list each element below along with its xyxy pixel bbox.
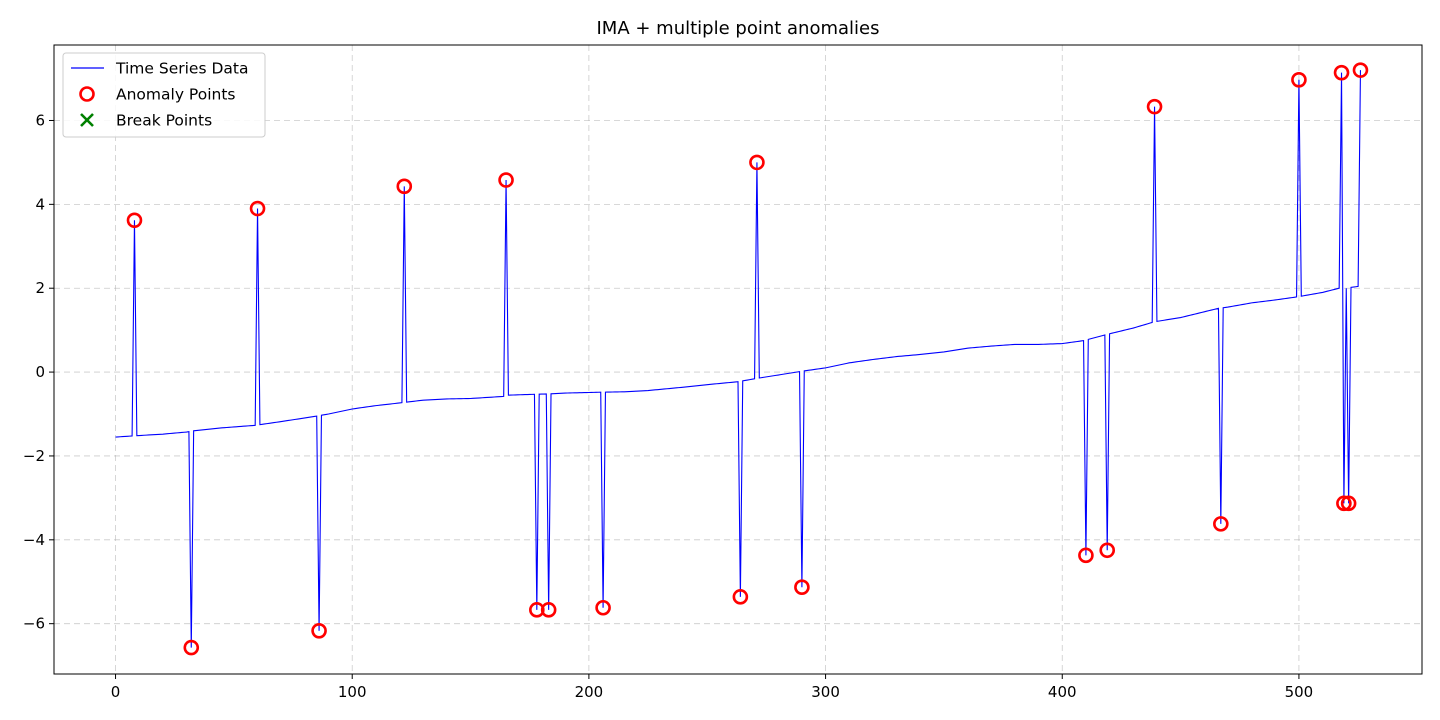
anomaly-point: [1146, 98, 1163, 115]
y-tick-label: 0: [35, 363, 45, 381]
x-stroke-b: [80, 113, 94, 127]
anomaly-point: [396, 178, 413, 195]
plot-frame: [53, 44, 1423, 675]
legend-label: Anomaly Points: [116, 86, 235, 104]
anomaly-point: [498, 172, 514, 188]
legend-circle-swatch: [79, 86, 95, 102]
x-tick-label: 100: [338, 683, 367, 701]
y-tick-label: −4: [23, 531, 45, 549]
anomaly-point: [311, 623, 327, 639]
x-tick-label: 300: [811, 683, 840, 701]
anomaly-point: [183, 639, 200, 656]
legend-box: [62, 52, 266, 138]
axis-ticks: 0 100 200 300 400 500 −6 −4 −2 0 2 4 6: [23, 111, 1313, 701]
anomaly-point: [595, 599, 611, 616]
legend-label: Break Points: [116, 112, 212, 130]
time-series-line: [115, 70, 1362, 648]
anomaly-layer: [126, 62, 1369, 656]
legend: Time Series Data Anomaly Points Break Poin…: [62, 52, 266, 138]
y-tick-label: 6: [35, 111, 45, 129]
time-series-layer: [115, 70, 1362, 648]
y-tick-label: −2: [23, 447, 45, 465]
x-tick-label: 200: [575, 683, 604, 701]
anomaly-point: [1291, 72, 1307, 88]
anomaly-point: [1099, 542, 1116, 559]
anomaly-point: [1340, 495, 1357, 512]
anomaly-point: [749, 154, 765, 171]
anomaly-point: [732, 589, 749, 605]
y-tick-label: 2: [35, 279, 45, 297]
chart-title: IMA + multiple point anomalies: [597, 18, 880, 39]
anomaly-point: [126, 212, 143, 229]
anomaly-point: [540, 602, 557, 618]
anomaly-point: [1336, 495, 1352, 512]
grid: [54, 45, 1422, 674]
anomaly-point: [1078, 547, 1094, 564]
anomaly-point: [1333, 64, 1350, 81]
y-tick-label: −6: [23, 615, 45, 633]
x-tick-label: 500: [1285, 683, 1314, 701]
legend-label: Time Series Data: [115, 60, 248, 78]
legend-x-swatch: [80, 113, 94, 127]
anomaly-point: [1213, 516, 1229, 532]
x-tick-label: 400: [1048, 683, 1077, 701]
x-tick-label: 0: [111, 683, 121, 701]
anomaly-point: [1352, 62, 1369, 78]
y-tick-label: 4: [35, 195, 45, 213]
anomaly-point: [249, 200, 266, 217]
anomaly-point: [794, 579, 810, 595]
